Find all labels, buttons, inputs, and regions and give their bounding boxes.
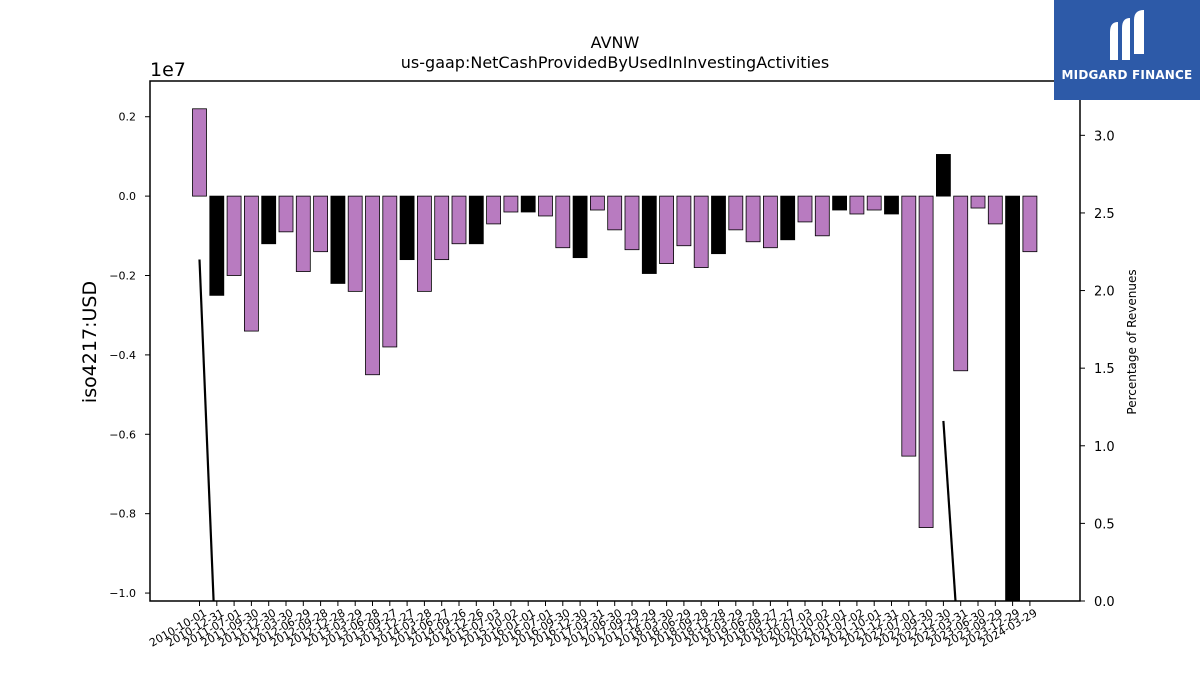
y2-tick-label: 1.5 <box>1094 362 1115 377</box>
bar <box>313 195 329 253</box>
y-tick-label: −1.0 <box>109 587 136 600</box>
y2-axis-label: Percentage of Revenues <box>1125 269 1139 414</box>
bar <box>832 195 847 211</box>
bar <box>866 195 882 211</box>
bar <box>1022 195 1038 253</box>
bar <box>486 195 502 225</box>
y-tick-label: −0.8 <box>109 508 136 521</box>
logo-mark-icon <box>1110 10 1144 60</box>
bar <box>641 195 657 274</box>
bar <box>936 154 951 197</box>
bar <box>399 195 415 261</box>
bar <box>209 195 225 296</box>
y2-tick-label: 0.5 <box>1094 517 1115 532</box>
bar <box>728 195 744 231</box>
bar <box>624 195 640 251</box>
bar <box>1005 195 1020 602</box>
y-tick-label: 0.2 <box>119 111 137 124</box>
y-tick-label: 0.0 <box>119 190 137 203</box>
logo-text: MIDGARD FINANCE <box>1061 68 1193 82</box>
bar <box>711 195 726 255</box>
y2-tick-label: 2.5 <box>1094 207 1115 222</box>
bar <box>295 195 311 272</box>
bar <box>278 195 294 233</box>
bar <box>330 195 346 284</box>
bar <box>953 195 969 372</box>
bar <box>901 195 917 457</box>
bar <box>192 108 207 197</box>
bar <box>347 195 363 292</box>
y-tick-label: −0.4 <box>109 349 136 362</box>
bar <box>676 195 692 247</box>
bar <box>503 195 519 213</box>
chart-title: AVNW <box>591 33 640 52</box>
bar <box>226 195 242 276</box>
plot-frame <box>149 80 1081 602</box>
y2-tick-label: 0.0 <box>1094 595 1115 610</box>
bar <box>763 195 778 249</box>
chart-subtitle: us-gaap:NetCashProvidedByUsedInInvesting… <box>401 53 829 72</box>
bar <box>693 195 709 268</box>
bar <box>382 195 398 348</box>
bar <box>365 195 380 376</box>
bar <box>814 195 830 237</box>
revenue-pct-line <box>942 420 957 602</box>
y2-tick-label: 2.0 <box>1094 285 1115 300</box>
bar <box>243 195 259 332</box>
bar <box>987 195 1003 225</box>
bar <box>780 195 796 241</box>
y-offset-label: 1e7 <box>150 59 186 81</box>
bar <box>797 195 813 223</box>
y-tick-label: −0.2 <box>109 270 136 283</box>
bar <box>538 195 553 217</box>
y2-tick-label: 3.0 <box>1094 129 1115 144</box>
bar <box>745 195 761 243</box>
bar <box>849 195 865 215</box>
bar <box>659 195 674 264</box>
bar <box>451 195 467 245</box>
bar <box>434 195 450 261</box>
bar <box>918 195 934 528</box>
y-tick-label: −0.6 <box>109 428 136 441</box>
y-axis-label: iso4217:USD <box>79 281 101 403</box>
bar <box>261 195 277 245</box>
bar <box>520 195 536 213</box>
bar <box>607 195 623 231</box>
bar <box>590 195 605 211</box>
bar <box>572 195 588 259</box>
revenue-pct-line <box>198 259 215 602</box>
bar <box>884 195 899 215</box>
bar <box>416 195 432 292</box>
brand-logo: MIDGARD FINANCE <box>1054 0 1200 100</box>
y2-tick-label: 1.0 <box>1094 440 1115 455</box>
bar <box>970 195 986 209</box>
bar <box>468 195 484 245</box>
bar <box>555 195 571 249</box>
